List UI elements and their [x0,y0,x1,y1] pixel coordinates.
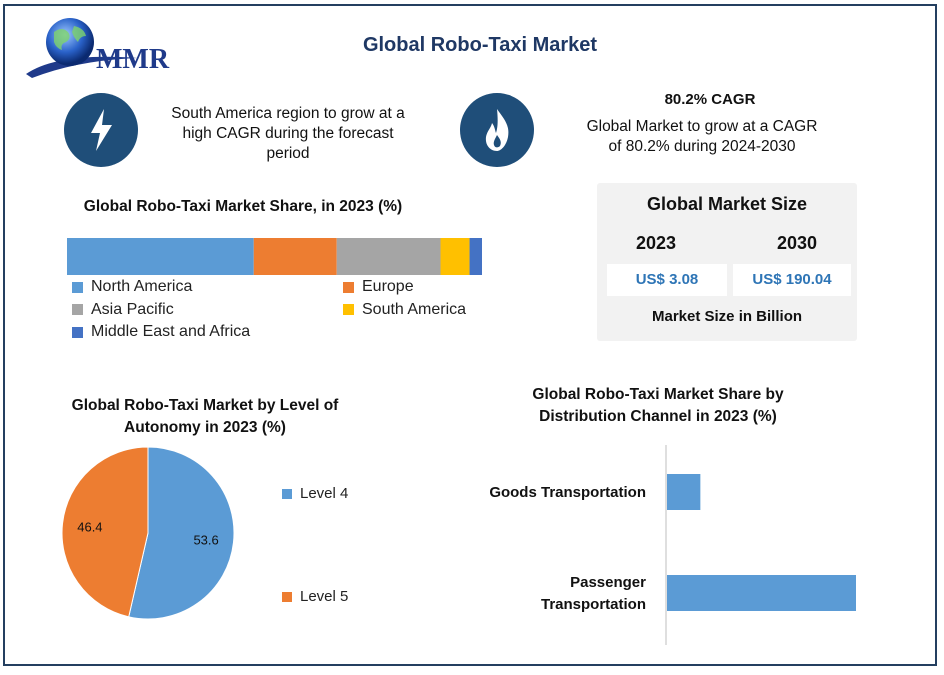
legend-label: Middle East and Africa [91,323,251,341]
info-left-text: South America region to grow at a high C… [171,105,405,162]
outer-frame [3,4,937,666]
legend-swatch [343,304,354,316]
market-size-panel [597,183,857,341]
year-2023: 2023 [635,233,677,253]
legend-label: North America [91,278,193,296]
flame-icon [460,93,534,167]
pie-label-level-4: 53.6 [193,533,218,548]
market-size-caption: Market Size in Billion [651,308,803,325]
stacked-share-bar [67,238,482,275]
legend-item-north-america: North America [72,276,342,299]
logo-text: MMR [96,44,170,75]
pie-label-level-5: 46.4 [77,519,102,534]
legend-label: Level 5 [300,588,349,605]
autonomy-legend: Level 4 Level 5 [282,485,348,605]
legend-item-middle-east-and-africa: Middle East and Africa [72,321,342,344]
legend-item-europe: Europe [343,276,523,299]
channel-bar-passenger-transportation [667,575,856,611]
value-2023: US$ 3.08 [607,264,727,296]
year-2030: 2030 [776,233,818,253]
share-bar-europe [253,238,337,275]
channel-label-goods-transportation: Goods Transportation [489,484,646,501]
legend-label: Asia Pacific [91,300,174,318]
channel-bar-goods-transportation [667,474,701,510]
channel-label-passenger-transportation: Passenger Transportation [541,574,646,613]
page-title: Global Robo-Taxi Market [362,34,598,56]
legend-swatch [343,281,354,293]
legend-swatch [72,281,83,293]
pie-slice-level-4 [128,446,235,620]
legend-swatch [282,488,292,499]
legend-label: Europe [362,278,414,296]
legend-swatch [72,304,83,316]
legend-swatch [72,326,83,338]
pie-slice-level-5 [61,446,149,618]
channel-chart-title: Global Robo-Taxi Market Share by Distrib… [532,386,784,425]
lightning-icon [64,93,138,167]
legend-label: South America [362,300,467,318]
market-size-title: Global Market Size [646,194,808,214]
share-legend-col-a: North America Asia Pacific Middle East and… [72,276,342,344]
share-bar-middle-east-and-africa [469,238,482,275]
mmr-logo [18,12,188,84]
pie-legend-level-5: Level 5 [282,588,348,605]
share-legend-col-b: Europe South America [343,276,523,321]
legend-swatch [282,591,292,602]
share-bar-asia-pacific [336,238,441,275]
autonomy-pie: 53.6 46.4 [61,446,235,620]
channel-bar-chart: Goods Transportation Passenger Transportat… [489,445,856,645]
legend-label: Level 4 [300,485,349,502]
cagr-title: 80.2% CAGR [664,91,756,108]
legend-item-south-america: South America [343,299,523,322]
legend-item-asia-pacific: Asia Pacific [72,299,342,322]
share-bar-north-america [67,238,254,275]
value-2030: US$ 190.04 [733,264,851,296]
share-chart-title: Global Robo-Taxi Market Share, in 2023 (… [83,198,403,215]
info-right-text: Global Market to grow at a CAGR of 80.2%… [586,118,818,155]
share-bar-south-america [440,238,470,275]
autonomy-chart-title: Global Robo-Taxi Market by Level of Auto… [71,397,339,436]
pie-legend-level-4: Level 4 [282,485,348,502]
